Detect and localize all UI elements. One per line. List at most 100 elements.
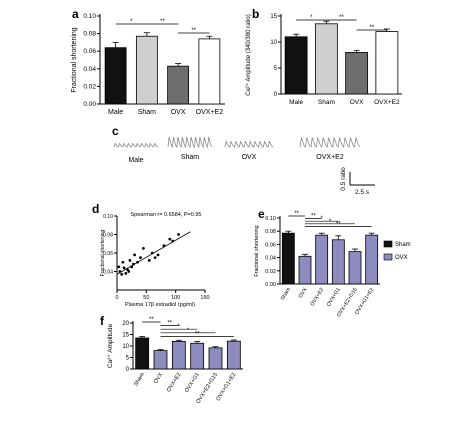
panel-e-legend-label: OVX [395,255,408,261]
panel-e-legend-swatch [383,240,393,248]
panel-d-data-point [136,260,139,264]
panel-a-category-label: OVX [171,109,186,116]
panel-letter-f: f [100,314,105,328]
panel-f-significance-label: ** [149,317,154,323]
panel-e-legend-label: Sham [395,242,411,248]
panel-e-category-label: OVX+G1 [326,287,342,308]
panel-f-significance-label: * [187,328,190,334]
panel-a-y-tick-label: 0.06 [83,48,96,55]
panel-e-category-label: OVX [298,286,309,299]
panel-d-x-tick-label: 100 [171,295,180,301]
panel-e-legend-swatch [383,253,393,261]
panel-d-annotation: Spearman r= 0.6584, P=0.95 [131,212,202,218]
panel-f-category-label: OVX+G1 [184,372,201,394]
panel-b-significance-label: ** [339,15,344,21]
panel-d-x-axis-label: Plasma 17β estradiol (pg/ml) [125,302,195,308]
panel-e-bar-ovx-g1-e2 [365,234,379,285]
panel-c-calcium-traces: Male Sham OVX OVX+E2 0.5 ratio 2.5 s [113,136,375,196]
panel-c-scale-bar-x-label: 2.5 s [355,189,370,196]
panel-a-bar-sham [135,35,158,105]
panel-a-y-tick-label: 0.08 [83,31,96,38]
panel-e-category-label: OVX+E2 [309,287,325,308]
panel-c-trace-male [113,142,159,148]
panel-a-bar-male [104,47,127,105]
panel-d-scatter-chart: 0 50 100 150 0.04 0.06 0.08 0.10 Spearman r= 0.6… [100,212,210,308]
panel-d-data-point [171,239,175,243]
panel-e-bar-ovx-g1 [331,239,345,285]
panel-d-y-axis-label: Fractional shortening [100,229,106,276]
panel-d-y-tick-label: 0.08 [103,233,113,239]
panel-f-y-tick-label: 15 [122,333,129,339]
panel-e-significance-label: * [320,216,323,222]
panel-d-fit-line [116,231,191,275]
panel-f-category-label: OVX+E2 [166,372,183,393]
panel-d-y-tick-label: 0.06 [103,251,113,257]
panel-d-y-tick-label: 0.10 [103,214,113,220]
panel-c-trace-sham [167,136,213,149]
panel-c-trace-ovx [224,140,274,148]
panel-b-y-tick-label: 5 [274,66,278,72]
panel-c-trace-label: Male [128,157,143,164]
panel-c-trace-label: OVX [242,154,257,161]
panel-d-data-point [132,262,135,266]
panel-d-x-tick-label: 0 [115,295,118,301]
panel-e-y-tick-label: 0.04 [265,256,276,262]
panel-f-significance-label: ** [195,331,200,337]
panel-a-bar-ovx-e2 [198,38,221,105]
panel-f-bar-sham [135,337,150,370]
panel-d-data-point [128,259,132,262]
panel-d-data-point [139,256,142,260]
panel-c-trace-ovx-e2 [299,137,361,148]
panel-c-trace-label: OVX+E2 [316,154,344,161]
panel-d-x-tick-label: 50 [143,295,149,301]
panel-d-data-point [122,266,126,270]
panel-f-category-label: OVX+G1+E2 [215,372,237,402]
panel-e-y-axis-label: Fractional shortening [254,225,260,276]
panel-b-category-label: Sham [318,99,335,106]
panel-a-fractional-shortening-chart: 0.00 0.02 0.04 0.06 0.08 0.10 Fractional short… [71,13,225,116]
panel-b-y-tick-label: 15 [270,14,277,20]
panel-b-category-label: OVX+E2 [374,99,400,106]
panel-d-data-point [142,246,145,250]
panel-e-bar-sham [281,232,295,285]
panel-f-bar-ovx-g1-e2 [226,340,241,370]
panel-d-y-tick-label: 0.04 [103,270,113,276]
panel-a-category-label: Male [108,109,123,116]
panel-f-y-tick-label: 10 [122,344,129,350]
panel-letter-b: b [252,7,259,21]
panel-f-significance-label: ** [167,321,172,327]
panel-b-significance-label: ** [369,25,374,31]
panel-e-y-tick-label: 0.08 [265,229,276,235]
panel-c-trace-label: Sham [181,154,199,161]
panel-d-data-point [127,270,131,273]
panel-b-bar-ovx-e2 [375,31,399,95]
panel-e-significance-label: ** [311,214,316,220]
panel-b-bar-sham [314,23,338,95]
panel-d-data-point [117,265,121,269]
panel-f-y-tick-label: 5 [126,356,130,362]
panel-b-y-tick-label: 10 [270,40,277,46]
panel-a-significance-label: ** [191,28,196,34]
panel-f-category-label: OVX [153,372,164,385]
panel-e-significance-label: ** [336,221,341,227]
panel-a-significance-label: ** [160,19,165,25]
panel-d-data-point [147,259,151,262]
panel-a-category-label: OVX+E2 [196,109,224,116]
panel-a-y-tick-label: 0.00 [83,101,96,108]
panel-d-data-point [177,233,181,236]
panel-b-category-label: Male [289,99,303,106]
panel-e-category-label: Sham [280,287,292,302]
panel-letter-c: c [112,124,119,138]
panel-b-calcium-amplitude-chart: 0 5 10 15 Ca²⁺ Amplitude (340/380 ratio) Male… [245,14,402,106]
panel-a-y-tick-label: 0.04 [83,66,96,73]
panel-e-significance-label: * [329,219,332,225]
panel-f-significance-label: * [178,324,181,330]
panel-d-data-point [120,272,124,276]
panel-d-data-point [133,253,137,257]
panel-b-bar-male [284,36,308,95]
panel-f-y-tick-label: 0 [126,367,130,373]
panel-e-bar-ovx [298,255,312,285]
panel-e-y-tick-label: 0.10 [265,216,276,222]
